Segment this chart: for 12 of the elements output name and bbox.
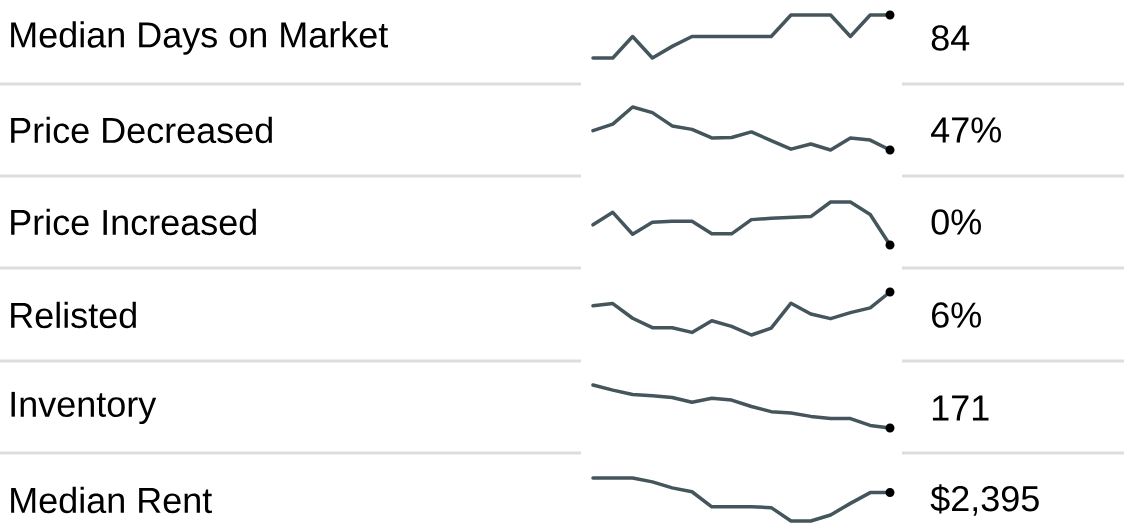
y-axis-title: Median Rent bbox=[11, 486, 212, 514]
text: 6% bbox=[932, 302, 981, 328]
y-axis-title: Median Days on Market bbox=[11, 21, 389, 55]
text: 84 bbox=[931, 25, 970, 51]
y-axis-title: Price Increased bbox=[11, 208, 256, 236]
text: 47% bbox=[931, 117, 1001, 143]
y-axis-title: Relisted bbox=[11, 301, 136, 329]
text: 0% bbox=[931, 209, 981, 235]
y-axis-title: Inventory bbox=[11, 391, 157, 425]
y-axis-title: Price Decreased bbox=[11, 116, 272, 144]
text: 171 bbox=[932, 395, 989, 421]
text: $2,395 bbox=[930, 484, 1039, 516]
